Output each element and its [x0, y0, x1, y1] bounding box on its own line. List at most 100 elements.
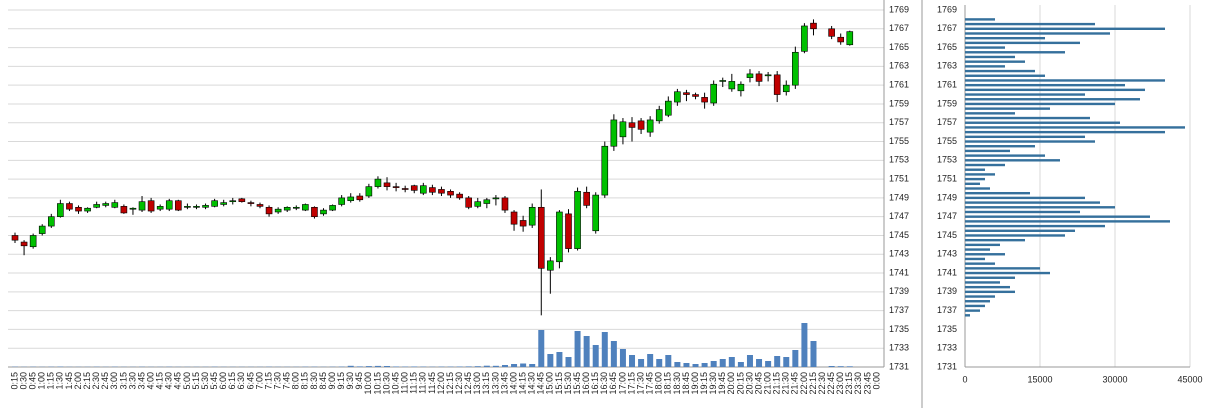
x-tick-label: 15:00: [545, 372, 555, 395]
candle-body: [429, 187, 436, 193]
candle-body: [311, 206, 318, 217]
x-tick-label: 9:45: [354, 372, 364, 390]
volume-bar: [692, 364, 699, 367]
candle-body: [202, 205, 209, 208]
x-tick-label: 17:00: [617, 372, 627, 395]
x-tick-label: 8:15: [300, 372, 310, 390]
candle-body: [129, 207, 137, 210]
candle-body: [147, 200, 155, 212]
x-tick-label: 6:15: [227, 372, 237, 390]
x-tick-label: 22:00: [799, 372, 809, 395]
volume-bar: [765, 361, 772, 367]
candle-body: [392, 186, 400, 188]
x-tick-label: 18:15: [663, 372, 673, 395]
x-tick-label: 9:30: [345, 372, 355, 390]
x-tick-label: 22:15: [808, 372, 818, 395]
y-tick-label: 1733: [889, 343, 909, 353]
candle-body: [810, 22, 817, 30]
x-tick-label: 11:45: [427, 372, 437, 394]
volume-bar: [665, 355, 672, 367]
candle-body: [792, 51, 799, 86]
y-tick-label: 1753: [937, 155, 957, 165]
candle-body: [265, 206, 273, 215]
y-tick-label: 1743: [889, 249, 909, 259]
profile-bar: [965, 196, 1085, 200]
candle-body: [420, 185, 427, 194]
x-tick-label: 17:30: [635, 372, 645, 395]
volume-bar: [792, 350, 799, 367]
x-tick-label: 7:00: [254, 372, 264, 390]
x-tick-label: 23:30: [853, 372, 863, 395]
volume-bar: [529, 364, 536, 367]
candle-body: [492, 197, 500, 200]
x-tick-label: 16:30: [599, 372, 609, 395]
profile-bar: [965, 46, 1005, 49]
y-tick-label: 1747: [889, 211, 909, 221]
profile-bar: [965, 18, 995, 21]
candle-body: [610, 119, 618, 147]
y-tick-label: 1755: [889, 136, 909, 146]
y-tick-label: 1739: [889, 286, 909, 296]
candle-body: [447, 191, 454, 196]
x-tick-label: 18:45: [681, 372, 691, 395]
y-tick-label: 1759: [889, 98, 909, 108]
profile-bar: [965, 257, 985, 261]
profile-bar: [965, 135, 1085, 139]
candle-body: [75, 206, 82, 212]
y-tick-label: 1751: [889, 173, 909, 183]
profile-bar: [965, 177, 985, 181]
volume-bar: [737, 362, 744, 367]
x-tick-label: 9:00: [327, 372, 337, 390]
candle-body: [692, 94, 699, 97]
candle-body: [220, 202, 227, 205]
volume-bar: [501, 365, 508, 367]
candle-body: [474, 201, 482, 207]
x-tick-label: 13:15: [481, 372, 491, 395]
y-tick-label: 1765: [937, 42, 957, 52]
profile-bar: [965, 74, 1045, 77]
volume-bar: [728, 357, 735, 367]
x-tick-label: 12:00: [436, 372, 446, 395]
x-tick-label: 11:30: [418, 372, 428, 394]
x-tick-label: 23:00: [835, 372, 845, 395]
x-tick-label: 12:30: [454, 372, 464, 395]
x-tick-label: 1:45: [64, 372, 74, 390]
y-tick-label: 1735: [889, 324, 909, 334]
x-tick-label: 10:15: [372, 372, 382, 395]
profile-bar: [965, 271, 1050, 275]
candle-body: [292, 206, 300, 209]
profile-bar: [965, 182, 980, 186]
x-tick-label: 21:00: [762, 372, 772, 395]
profile-bar: [965, 224, 1105, 228]
volume-bar: [565, 357, 572, 367]
x-tick-label: 0:45: [28, 372, 38, 390]
y-tick-label: 1769: [937, 4, 957, 14]
candle-body: [628, 122, 636, 128]
profile-bar: [965, 220, 1170, 223]
x-tick-label: 7:15: [263, 372, 273, 390]
profile-bar: [965, 32, 1110, 35]
x-tick-label: 3:15: [118, 372, 128, 390]
x-tick-label: 8:30: [309, 372, 319, 390]
x-tick-label: 8:00: [291, 372, 301, 390]
x-tick-label: 7:30: [273, 372, 283, 390]
candle-body: [737, 83, 745, 92]
x-tick-label: 15:30: [563, 372, 573, 395]
x-tick-label: 13:30: [490, 372, 500, 395]
candle-body: [320, 209, 327, 215]
volume-bar: [719, 359, 726, 367]
volume-bar: [547, 354, 554, 367]
x-tick-label: 16:15: [590, 372, 600, 395]
profile-bar: [965, 314, 970, 317]
y-tick-label: 1733: [937, 343, 957, 353]
profile-bar: [965, 60, 1025, 63]
x-tick-label: 16:00: [581, 372, 591, 395]
x-tick-label: 9:15: [336, 372, 346, 390]
x-tick-label: 18:30: [672, 372, 682, 395]
volume-bar: [456, 366, 463, 367]
volume-bar: [520, 363, 527, 367]
x-tick-label: 4:30: [164, 372, 174, 390]
x-tick-label: 19:30: [708, 372, 718, 395]
x-tick-label: 19:00: [690, 372, 700, 395]
y-tick-label: 1735: [937, 324, 957, 334]
